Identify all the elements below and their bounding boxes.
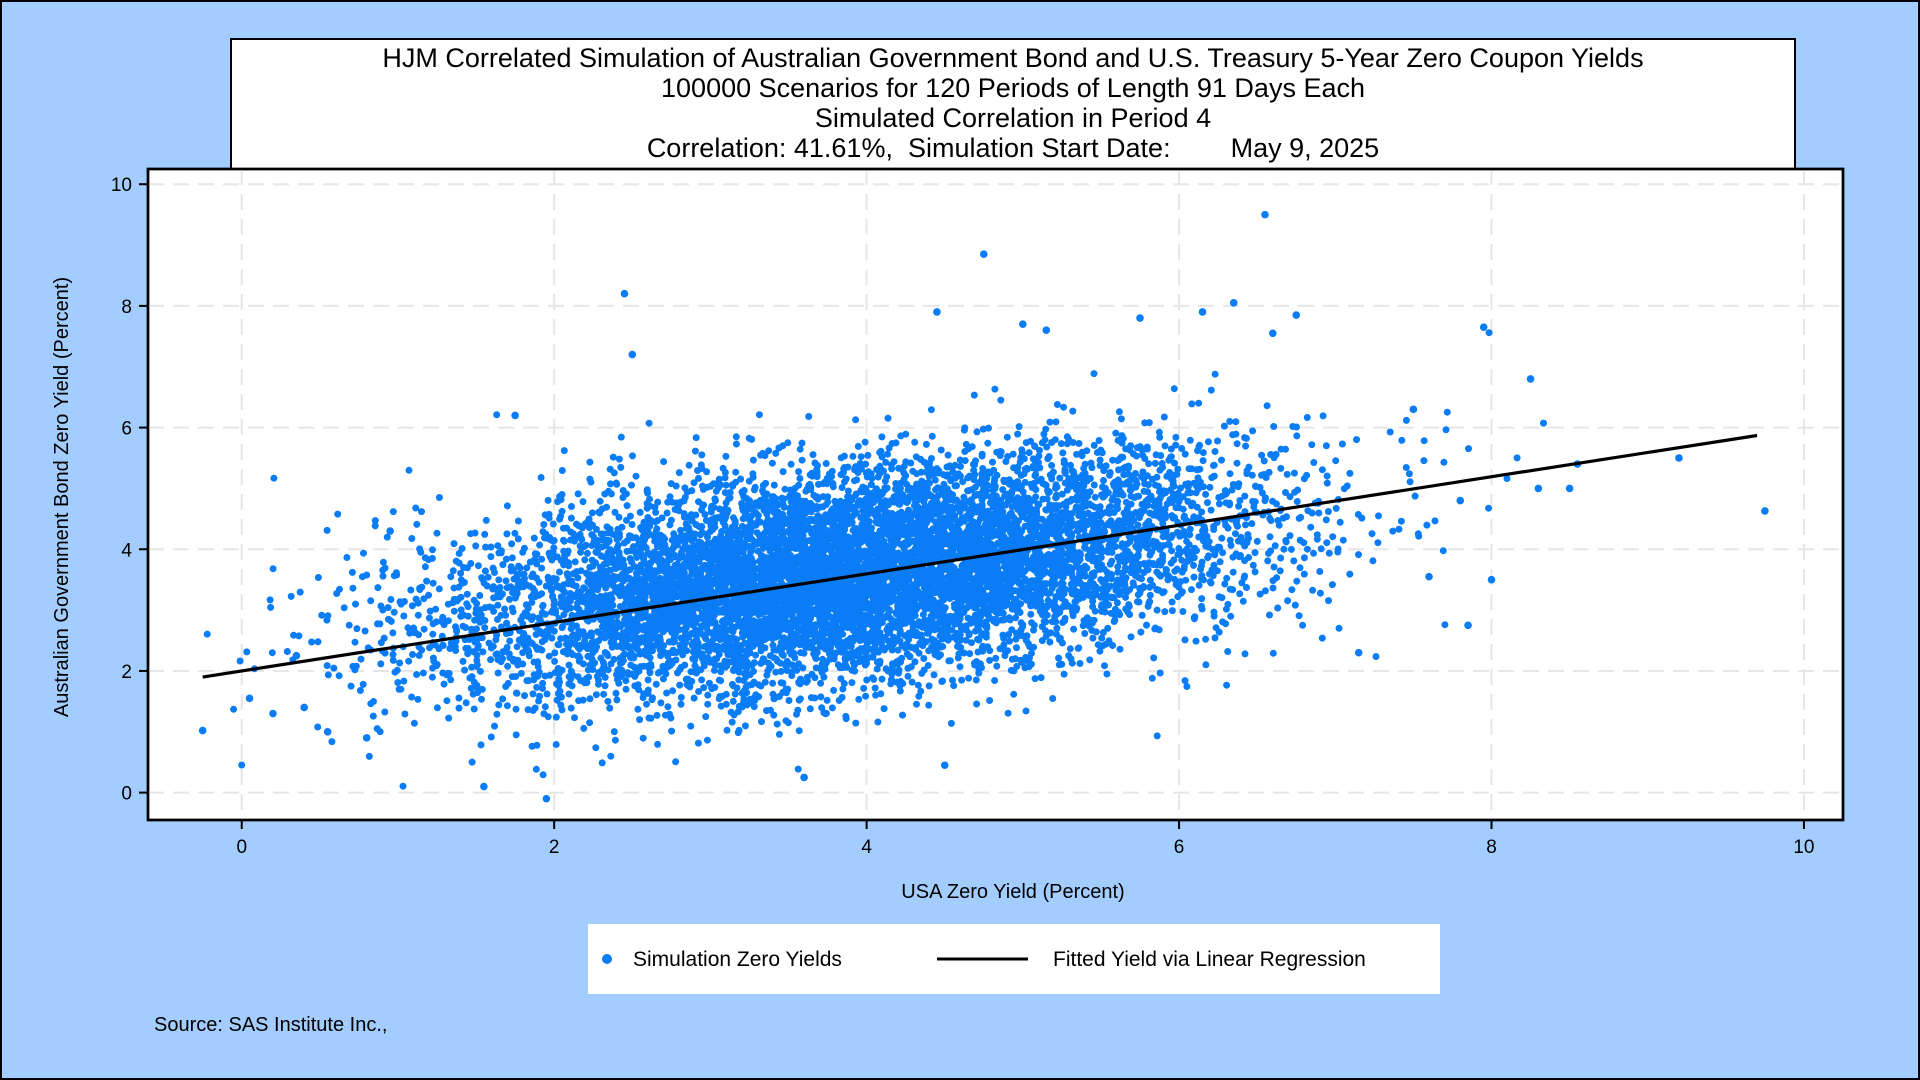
scatter-point	[386, 527, 394, 535]
title-line-1: HJM Correlated Simulation of Australian …	[382, 43, 1643, 73]
scatter-point	[511, 411, 519, 420]
scatter-point	[198, 726, 207, 735]
title-line-2: 100000 Scenarios for 120 Periods of Leng…	[661, 73, 1365, 103]
x-tick-label: 0	[236, 837, 247, 858]
scatter-point	[1354, 648, 1363, 657]
scatter-point	[1526, 375, 1535, 383]
scatter-point	[800, 773, 808, 782]
scatter-point	[1292, 311, 1301, 319]
fitted-regression-line	[202, 433, 1758, 679]
scatter-point	[300, 703, 309, 712]
scatter-point	[292, 651, 301, 660]
y-tick-label: 4	[121, 540, 132, 561]
scatter-point	[1456, 496, 1465, 505]
title-line-4: Correlation: 41.61%, Simulation Start Da…	[647, 133, 1379, 163]
legend-marker-points	[602, 954, 612, 964]
x-tick-label: 4	[861, 837, 872, 858]
scatter-point	[979, 250, 988, 258]
scatter-point	[542, 794, 551, 803]
scatter-point	[1229, 299, 1238, 307]
y-axis-label: Australian Government Bond Zero Yield (P…	[51, 277, 73, 717]
scatter-point	[1565, 484, 1574, 493]
plot-frame	[146, 167, 1845, 822]
scatter-point	[1019, 320, 1027, 328]
title-box	[230, 38, 1796, 170]
scatter-point	[1464, 621, 1472, 630]
x-tick-label: 2	[549, 837, 560, 858]
source-note: Source: SAS Institute Inc.,	[154, 1014, 387, 1036]
x-tick-label: 8	[1486, 837, 1497, 858]
scatter-point	[1487, 575, 1496, 584]
fit-line-layer	[202, 433, 1758, 679]
y-tick-label: 10	[111, 175, 132, 196]
scatter-point	[323, 727, 332, 736]
scatter-point	[1425, 572, 1433, 581]
scatter-point	[1268, 329, 1277, 338]
title-line-3: Simulated Correlation in Period 4	[815, 103, 1211, 133]
scatter-point	[1042, 326, 1051, 335]
scatter-point	[1136, 314, 1144, 322]
scatter-point	[1479, 323, 1488, 331]
scatter-point	[628, 350, 637, 359]
scatter-point	[1675, 454, 1683, 462]
legend-label-line: Fitted Yield via Linear Regression	[1053, 948, 1366, 971]
scatter-point	[940, 761, 949, 770]
scatter-point	[1409, 405, 1418, 414]
scatter-point	[362, 734, 371, 742]
x-axis-label: USA Zero Yield (Percent)	[901, 881, 1124, 903]
scatter-point	[269, 709, 277, 718]
scatter-points	[198, 210, 1769, 803]
scatter-point	[933, 308, 941, 316]
y-tick-label: 2	[121, 662, 132, 683]
scatter-point	[245, 694, 254, 703]
x-tick-label: 6	[1174, 837, 1185, 858]
grid-lines	[148, 169, 1843, 820]
y-tick-label: 8	[121, 297, 132, 318]
scatter-point	[620, 289, 629, 298]
scatter-point	[1534, 484, 1543, 493]
scatter-point	[480, 782, 488, 791]
scatter-point	[1761, 507, 1769, 515]
legend-label-points: Simulation Zero Yields	[633, 948, 842, 971]
scatter-point	[1261, 210, 1269, 219]
axes: 0 2 4 6 8 10 0 2 4 6 8 10	[111, 175, 1815, 858]
x-tick-label: 10	[1793, 837, 1814, 858]
y-tick-label: 0	[121, 784, 132, 805]
y-tick-label: 6	[121, 419, 132, 440]
scatter-point-cloud	[203, 329, 1548, 790]
scatter-point	[1198, 308, 1207, 316]
